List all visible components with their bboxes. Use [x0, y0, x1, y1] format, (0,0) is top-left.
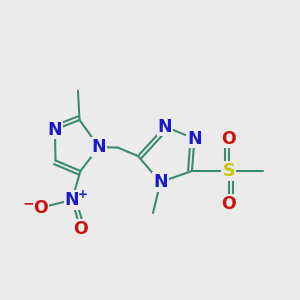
Text: N: N [153, 173, 168, 191]
Text: O: O [221, 195, 236, 213]
Text: N: N [65, 191, 79, 209]
Text: O: O [221, 130, 236, 148]
Text: O: O [33, 199, 48, 217]
Text: S: S [222, 162, 235, 180]
Text: N: N [92, 138, 106, 156]
Text: +: + [78, 188, 87, 201]
Text: O: O [73, 220, 88, 238]
Text: N: N [187, 130, 202, 148]
Text: N: N [158, 118, 172, 136]
Text: −: − [23, 196, 34, 210]
Text: N: N [48, 121, 62, 139]
